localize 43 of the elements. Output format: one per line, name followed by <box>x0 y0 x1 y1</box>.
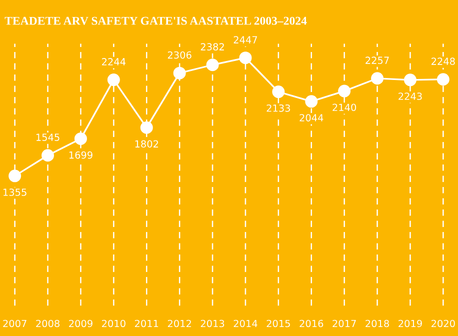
data-label: 2306 <box>168 51 192 59</box>
x-tick-label: 2011 <box>134 320 158 328</box>
x-tick-label: 2009 <box>69 320 92 328</box>
x-tick-label: 2016 <box>300 320 324 328</box>
data-label: 2257 <box>366 56 389 64</box>
data-label: 2248 <box>432 58 455 65</box>
x-tick-label: 2013 <box>200 320 224 328</box>
data-label: 2044 <box>300 114 324 122</box>
point <box>8 170 22 182</box>
data-label: 1802 <box>135 140 158 148</box>
data-label: 2382 <box>200 43 224 50</box>
point <box>436 73 450 86</box>
point <box>107 74 120 86</box>
x-tick-label: 2018 <box>366 320 389 328</box>
x-tick-label: 2008 <box>36 320 60 328</box>
point <box>404 74 416 86</box>
point <box>371 72 384 85</box>
point <box>305 95 318 108</box>
x-tick-label: 2014 <box>234 320 258 328</box>
x-tick-label: 2020 <box>432 320 455 328</box>
point <box>338 84 351 98</box>
point <box>173 66 186 80</box>
data-label: 2447 <box>234 36 258 44</box>
x-tick-label: 2019 <box>398 320 422 328</box>
point <box>239 52 252 64</box>
x-tick-label: 2012 <box>168 320 191 328</box>
point <box>42 149 54 162</box>
x-tick-label: 2007 <box>3 320 26 328</box>
data-label: 2244 <box>102 58 126 66</box>
data-label: 2140 <box>332 104 356 112</box>
data-label: 2133 <box>266 104 290 112</box>
data-label: 1545 <box>36 134 60 141</box>
x-tick-label: 2015 <box>266 320 290 328</box>
point <box>272 86 285 98</box>
x-tick-label: 2017 <box>332 320 356 328</box>
point <box>140 121 153 134</box>
x-tick-label: 2010 <box>102 320 126 328</box>
data-label: 2243 <box>398 92 422 100</box>
point <box>206 58 219 72</box>
chart-title: TEADETE ARV SAFETY GATE'IS AASTATEL 2003–2024 <box>4 16 307 25</box>
point <box>74 132 87 145</box>
data-label: 1699 <box>69 151 92 159</box>
data-label: 1355 <box>4 188 26 196</box>
